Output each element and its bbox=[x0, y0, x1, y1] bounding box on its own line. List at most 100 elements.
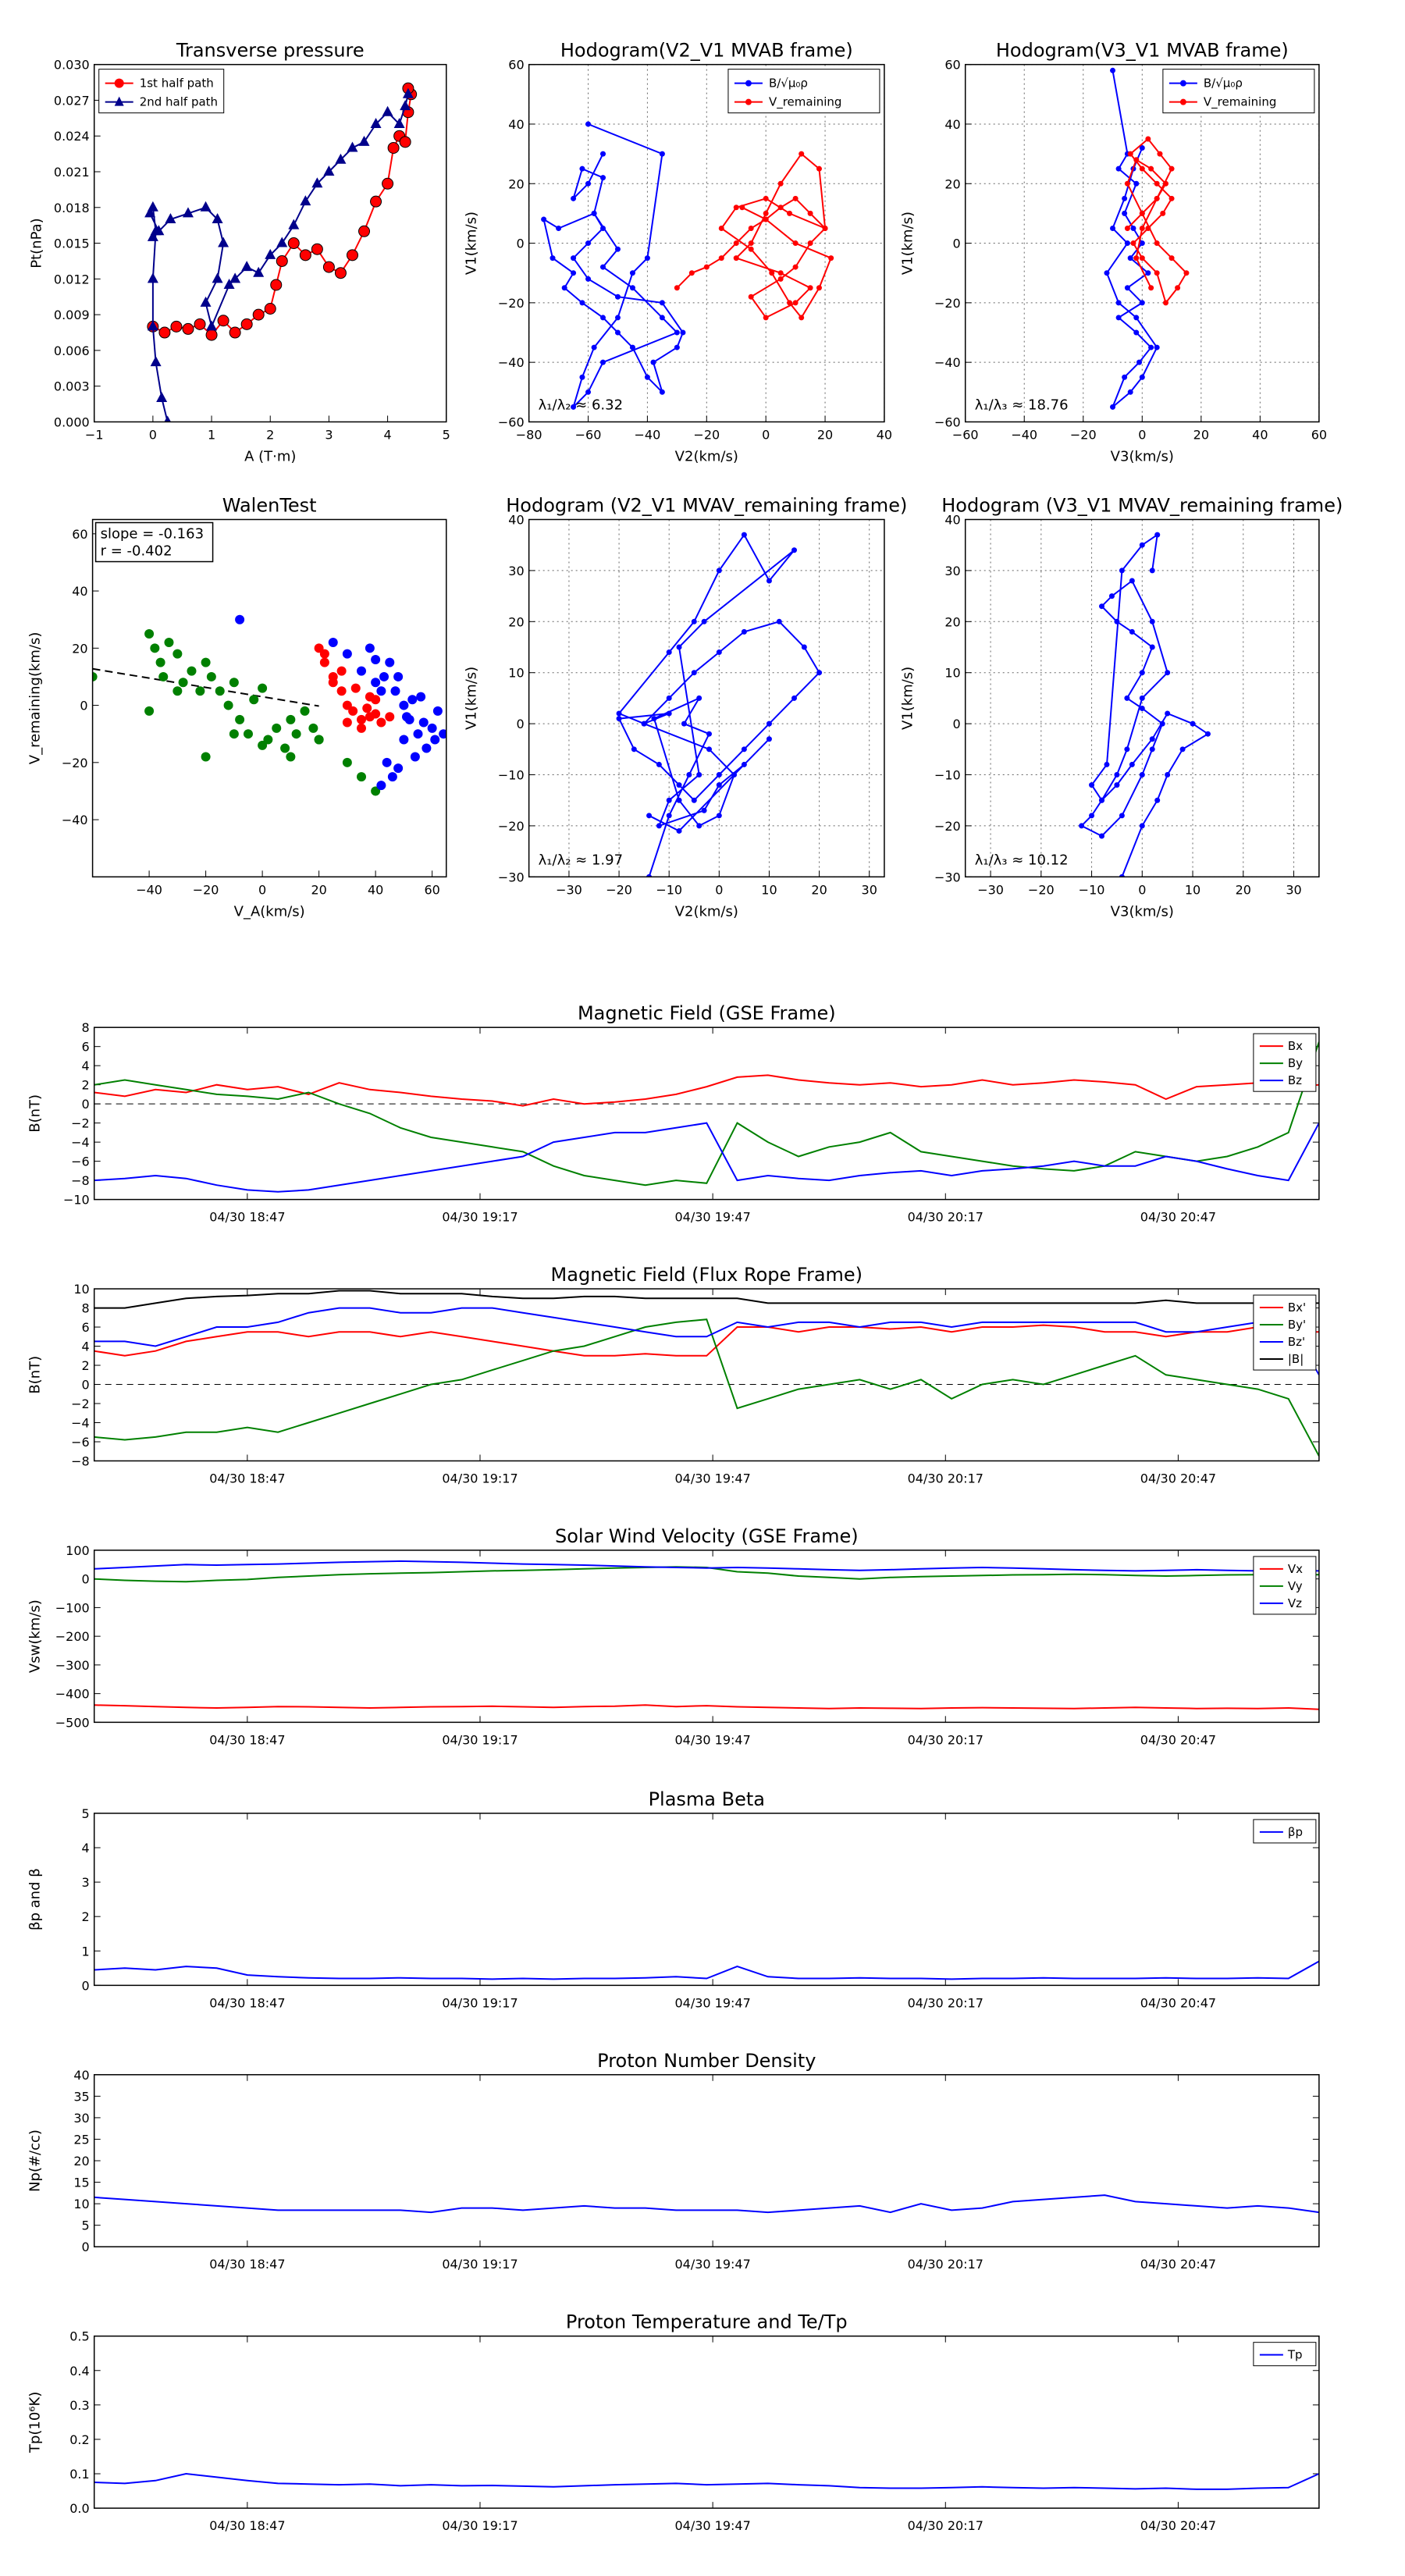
b_gse-series-Bz bbox=[94, 1122, 1319, 1193]
hodo_v2v1_mvav-marker bbox=[686, 772, 692, 778]
walen-point-blue bbox=[422, 743, 432, 753]
hodo_v2v1_mvav-marker bbox=[656, 761, 662, 767]
hodo_v2v1_mvav-xlabel: V2(km/s) bbox=[675, 903, 738, 920]
hodo_v2v1_mvab-marker bbox=[748, 246, 754, 252]
hodo_v2v1_mvab-marker bbox=[807, 210, 813, 216]
np-panel: 0 5 10 15 20 25 30 35 40 04/30 18:47 04/30 19:17 04… bbox=[27, 2050, 1320, 2272]
walen-point-red bbox=[350, 683, 361, 693]
np-time-label: 04/30 19:47 bbox=[674, 2257, 750, 2272]
hodo_v3v1_mvab-marker bbox=[1122, 195, 1128, 201]
vsw-series-Vy bbox=[94, 1566, 1319, 1583]
hodo_v3v1_mvab-ytick-label: −20 bbox=[934, 296, 961, 311]
hodo_v3v1_mvab-marker bbox=[1160, 210, 1166, 216]
hodo_v3v1_mvav-marker bbox=[1099, 833, 1105, 839]
b_gse-time-label: 04/30 19:17 bbox=[442, 1210, 518, 1225]
transverse_pressure-marker bbox=[170, 320, 183, 333]
hodo_v2v1_mvav-ytick-label: 10 bbox=[508, 666, 524, 681]
walen-point-blue bbox=[371, 678, 381, 688]
hodo_v3v1_mvab-marker bbox=[1110, 67, 1116, 73]
beta-time-label: 04/30 19:47 bbox=[674, 1995, 750, 2010]
hodo_v2v1_mvab-panel: −80 −60 −40 −20 0 20 40−60−40−200204060Hodogra… bbox=[464, 40, 892, 465]
hodo_v2v1_mvab-marker bbox=[688, 270, 695, 276]
transverse_pressure-xlabel: A (T·m) bbox=[244, 448, 296, 464]
transverse_pressure-ytick-label: 0.006 bbox=[54, 343, 90, 358]
hodo_v3v1_mvab-marker bbox=[1124, 180, 1130, 187]
walen-point-red bbox=[336, 666, 347, 676]
hodo_v3v1_mvab-ytick-label: 40 bbox=[944, 117, 960, 132]
hodo_v2v1_mvav-marker bbox=[701, 618, 707, 624]
walen-point-blue bbox=[399, 735, 409, 745]
hodo_v2v1_mvab-xlabel: V2(km/s) bbox=[675, 448, 738, 464]
walen-ylabel: V_remaining(km/s) bbox=[27, 632, 44, 765]
vsw-ytick-label: 100 bbox=[66, 1543, 90, 1558]
hodo_v3v1_mvab-marker bbox=[1154, 195, 1160, 201]
b_fr-ytick-label: 4 bbox=[82, 1340, 90, 1354]
transverse_pressure-legend-marker bbox=[114, 96, 124, 106]
hodo_v3v1_mvav-xtick-label: 10 bbox=[1185, 882, 1200, 897]
hodo_v3v1_mvav-marker bbox=[1149, 568, 1155, 574]
hodo_v2v1_mvav-marker bbox=[776, 618, 782, 624]
walen-xtick-label: −40 bbox=[136, 882, 162, 897]
hodo_v3v1_mvab-marker bbox=[1139, 225, 1145, 231]
walen-xtick-label: 40 bbox=[368, 882, 383, 897]
walen-point-blue bbox=[432, 706, 443, 716]
hodo_v2v1_mvab-marker bbox=[561, 285, 567, 291]
hodo_v2v1_mvav-ylabel: V1(km/s) bbox=[464, 667, 480, 730]
walen-point-red bbox=[328, 678, 338, 688]
hodo_v3v1_mvav-ytick-label: −20 bbox=[934, 819, 961, 834]
transverse_pressure-marker bbox=[200, 201, 212, 212]
b_gse-ytick-label: −2 bbox=[71, 1116, 90, 1131]
transverse_pressure-marker bbox=[241, 261, 253, 272]
hodo_v2v1_mvab-frame bbox=[528, 63, 885, 423]
transverse_pressure-xtick-label: 0 bbox=[149, 427, 157, 442]
vsw-frame bbox=[93, 1550, 1320, 1724]
transverse_pressure-marker bbox=[311, 243, 323, 255]
np-plot bbox=[94, 2194, 1319, 2214]
b_gse-time-label: 04/30 19:47 bbox=[674, 1210, 750, 1225]
tp-legend-label: Tp bbox=[1287, 2348, 1303, 2362]
hodo_v2v1_mvav-marker bbox=[676, 644, 682, 650]
transverse_pressure-ytick-label: 0.012 bbox=[54, 272, 90, 286]
b_gse-time-label: 04/30 20:47 bbox=[1140, 1210, 1216, 1225]
hodo_v2v1_mvav-marker bbox=[741, 532, 747, 538]
hodo_v3v1_mvav-xtick-label: −30 bbox=[977, 882, 1004, 897]
hodo_v2v1_mvav-marker bbox=[701, 807, 707, 813]
hodo_v2v1_mvab-ytick-label: −20 bbox=[498, 296, 525, 311]
b_gse-panel: −10 −8 −6 −4 −2 0 2 4 6 8 04/30 18:47 04/30 19:17 04… bbox=[27, 1002, 1320, 1225]
hodo_v3v1_mvab-xtick-label: −40 bbox=[1011, 427, 1037, 442]
hodo_v2v1_mvav-xtick-label: 0 bbox=[715, 882, 723, 897]
tp-time-label: 04/30 20:47 bbox=[1140, 2518, 1216, 2533]
hodo_v2v1_mvav-xtick-label: 10 bbox=[761, 882, 777, 897]
transverse_pressure-marker bbox=[252, 308, 265, 321]
hodo_v3v1_mvab-marker bbox=[1183, 270, 1190, 276]
tp-title: Proton Temperature and Te/Tp bbox=[566, 2311, 848, 2333]
walen-xtick-label: 60 bbox=[424, 882, 439, 897]
hodo_v2v1_mvab-marker bbox=[674, 329, 680, 336]
transverse_pressure-xtick-label: 3 bbox=[325, 427, 333, 442]
tp-frame bbox=[93, 2335, 1320, 2509]
hodo_v2v1_mvab-line-1 bbox=[676, 152, 832, 319]
hodo_v3v1_mvab-marker bbox=[1133, 315, 1140, 321]
walen-stats-box bbox=[94, 521, 214, 563]
walen-point-blue bbox=[418, 717, 429, 728]
np-ytick-label: 40 bbox=[73, 2068, 89, 2083]
hodo_v3v1_mvab-marker bbox=[1139, 144, 1145, 151]
transverse_pressure-marker bbox=[153, 225, 165, 236]
b_gse-ytick-label: 8 bbox=[82, 1020, 90, 1035]
walen-xtick-label: 20 bbox=[311, 882, 326, 897]
hodo_v3v1_mvab-xtick-label: 0 bbox=[1138, 427, 1146, 442]
hodo_v3v1_mvav-marker bbox=[1204, 731, 1211, 737]
hodo_v2v1_mvav-marker bbox=[716, 813, 722, 819]
hodo_v2v1_mvab-marker bbox=[600, 359, 606, 365]
walen-point-blue bbox=[357, 666, 367, 676]
walen-point-blue bbox=[413, 729, 423, 739]
hodo_v2v1_mvab-marker bbox=[614, 294, 621, 300]
transverse_pressure-ytick-label: 0.003 bbox=[54, 379, 90, 394]
walen-point-blue bbox=[390, 686, 400, 696]
walen-point-green bbox=[229, 678, 239, 688]
hodo_v2v1_mvab-marker bbox=[807, 285, 813, 291]
hodo_v3v1_mvav-line-0 bbox=[1080, 533, 1210, 877]
vsw-title: Solar Wind Velocity (GSE Frame) bbox=[555, 1525, 859, 1547]
walen-panel: −40 −20 0 20 40 60 −40 −20 0 20 40 60 WalenTest V_A(k… bbox=[27, 495, 447, 920]
transverse_pressure-marker bbox=[299, 249, 311, 262]
